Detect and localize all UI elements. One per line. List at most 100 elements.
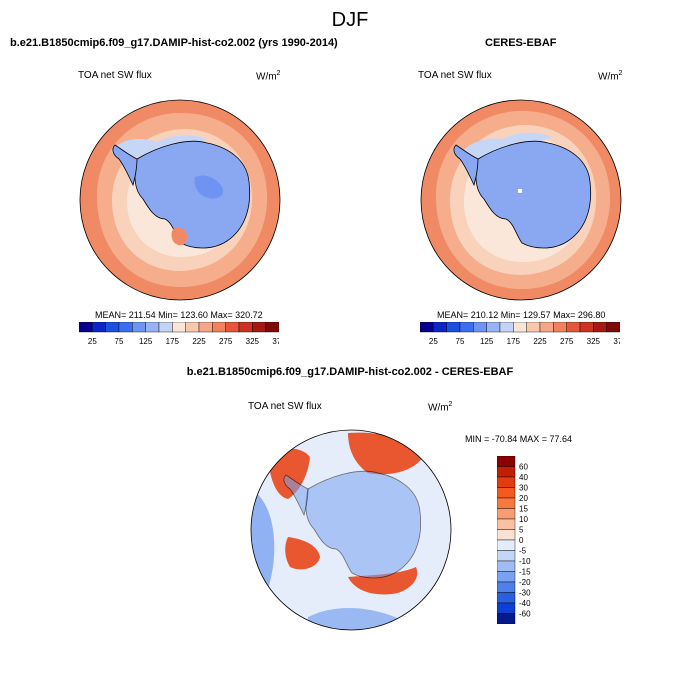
antarctica-land xyxy=(305,470,422,579)
colorbar-tick-label: -20 xyxy=(519,578,531,587)
colorbar-swatch xyxy=(606,322,620,333)
colorbar-tick-label: 0 xyxy=(519,536,524,545)
colorbar-swatch xyxy=(172,322,186,333)
colorbar-tick-label: 5 xyxy=(519,526,524,535)
colorbar-swatch xyxy=(459,322,474,333)
panel-left-colorbar: 25 75 125 175 225 275 325 375 xyxy=(79,322,279,346)
colorbar-swatch xyxy=(497,508,516,520)
colorbar-tick-label: 25 xyxy=(88,337,97,346)
antarctica-land xyxy=(134,140,251,249)
colorbar-tick-label: 175 xyxy=(507,337,521,346)
colorbar-tick-label: 325 xyxy=(246,337,260,346)
panel-right-units: W/m2 xyxy=(598,70,623,83)
panel-right-colorbar: 25 75 125 175 225 275 325 375 xyxy=(420,322,620,346)
colorbar-swatch xyxy=(497,602,516,614)
colorbar-swatch xyxy=(513,322,527,333)
low-albedo-patch xyxy=(194,175,224,199)
antarctic-peninsula xyxy=(283,474,309,517)
colorbar-tick-label: 60 xyxy=(519,463,528,472)
panel-left-field-label: TOA net SW flux xyxy=(78,70,152,81)
colorbar-tick-label: 75 xyxy=(456,337,465,346)
colorbar-swatch xyxy=(497,613,516,624)
colorbar-swatch xyxy=(593,322,607,333)
colorbar-swatch xyxy=(497,560,516,572)
colorbar-swatch xyxy=(225,322,240,333)
colorbar-tick-label: 175 xyxy=(166,337,180,346)
colorbar-swatch xyxy=(420,322,434,333)
panel-right-polar-map xyxy=(420,99,622,301)
panel-left-polar-map xyxy=(79,99,281,301)
colorbar-swatch xyxy=(497,550,516,562)
panel-diff-stats: MIN = -70.84 MAX = 77.64 xyxy=(465,434,573,444)
colorbar-swatch xyxy=(198,322,213,333)
colorbar-swatch xyxy=(446,322,461,333)
colorbar-swatch xyxy=(497,456,516,467)
colorbar-swatch xyxy=(499,322,514,333)
colorbar-tick-label: -60 xyxy=(519,610,531,619)
colorbar-tick-labels: 25 75 125 175 225 275 325 375 xyxy=(429,337,620,346)
colorbar-swatch xyxy=(497,529,516,541)
colorbar-tick-label: 75 xyxy=(115,337,124,346)
colorbar-tick-label: 275 xyxy=(560,337,574,346)
pole-hole xyxy=(518,189,522,193)
panel-right-stats: MEAN= 210.12 Min= 129.57 Max= 296.80 xyxy=(437,310,606,320)
antarctica-land xyxy=(475,140,592,249)
panel-diff-title: b.e21.B1850cmip6.f09_g17.DAMIP-hist-co2.… xyxy=(186,366,514,378)
colorbar-swatch xyxy=(497,487,516,499)
colorbar-tick-label: -15 xyxy=(519,568,531,577)
colorbar-swatch xyxy=(238,322,253,333)
colorbar-tick-label: -30 xyxy=(519,589,531,598)
peninsula-warm-patch xyxy=(171,227,188,246)
colorbar-swatch xyxy=(497,466,516,478)
colorbar-swatch xyxy=(145,322,160,333)
colorbar-tick-label: 25 xyxy=(429,337,438,346)
colorbar-tick-label: -40 xyxy=(519,599,531,608)
colorbar-swatch xyxy=(92,322,106,333)
colorbar-tick-label: 375 xyxy=(272,337,279,346)
colorbar-swatch xyxy=(579,322,594,333)
colorbar-swatch xyxy=(497,581,516,593)
colorbar-swatch xyxy=(497,592,516,604)
panel-right-title: CERES-EBAF xyxy=(485,37,557,49)
colorbar-swatch xyxy=(497,539,516,551)
colorbar-tick-label: 125 xyxy=(139,337,153,346)
colorbar-swatch xyxy=(553,322,567,333)
colorbar-swatch xyxy=(497,497,516,509)
colorbar-tick-label: 10 xyxy=(519,515,528,524)
colorbar-swatch xyxy=(497,571,516,583)
colorbar-swatch xyxy=(105,322,120,333)
colorbar-tick-label: 15 xyxy=(519,505,528,514)
colorbar-swatch xyxy=(473,322,487,333)
colorbar-swatch xyxy=(265,322,279,333)
colorbar-swatch xyxy=(539,322,554,333)
colorbar-swatch xyxy=(433,322,447,333)
colorbar-swatch xyxy=(212,322,226,333)
colorbar-swatch xyxy=(185,322,200,333)
colorbar-tick-label: 325 xyxy=(587,337,601,346)
panel-left-title: b.e21.B1850cmip6.f09_g17.DAMIP-hist-co2.… xyxy=(10,37,338,49)
colorbar-tick-labels: 25 75 125 175 225 275 325 375 xyxy=(88,337,279,346)
colorbar-swatch xyxy=(497,476,516,488)
diff-red-region-southwest xyxy=(285,537,320,570)
colorbar-tick-label: -5 xyxy=(519,547,527,556)
colorbar-swatch xyxy=(79,322,93,333)
panel-diff-polar-map xyxy=(250,429,452,631)
colorbar-swatch xyxy=(486,322,501,333)
colorbar-swatch xyxy=(132,322,146,333)
panel-left-units: W/m2 xyxy=(256,70,281,83)
colorbar-swatch xyxy=(497,518,516,530)
colorbar-swatches xyxy=(497,456,516,624)
colorbar-swatch xyxy=(158,322,173,333)
colorbar-swatch xyxy=(118,322,133,333)
panel-diff-units: W/m2 xyxy=(428,401,453,414)
colorbar-tick-label: 375 xyxy=(613,337,620,346)
colorbar-tick-label: 40 xyxy=(519,473,528,482)
colorbar-swatch xyxy=(252,322,266,333)
panel-diff-field-label: TOA net SW flux xyxy=(248,401,322,412)
ice-edge-region xyxy=(458,132,552,160)
colorbar-swatch xyxy=(526,322,541,333)
colorbar-tick-label: 125 xyxy=(480,337,494,346)
colorbar-tick-label: -10 xyxy=(519,557,531,566)
